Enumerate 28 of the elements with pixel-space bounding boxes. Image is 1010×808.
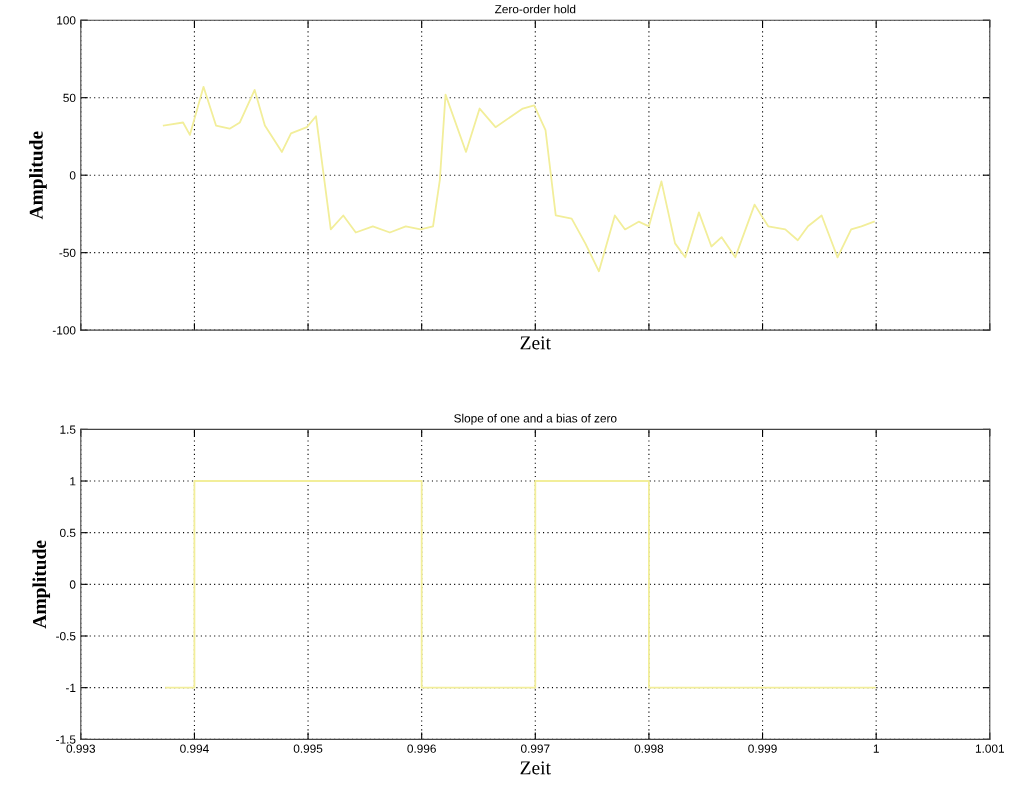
y-tick-label: 100 [57,16,76,25]
x-tick-label: 0.995 [293,744,323,753]
x-axis-title: Zeit [520,761,551,775]
x-axis-title: Zeit [520,336,551,350]
y-tick-label: -100 [52,326,76,335]
x-tick-label: 0.998 [634,744,664,753]
y-tick-label: 0 [69,171,76,180]
x-tick-label: 0.996 [407,744,436,753]
chart-title: Zero-order hold [495,4,576,14]
y-axis-title: Amplitude [32,540,51,629]
y-tick-label: -50 [59,248,76,258]
chart-title: Slope of one and a bias of zero [454,413,617,425]
x-tick-label: 1.001 [975,744,1004,753]
x-tick-label: 0.994 [180,744,209,753]
y-tick-label: 0.5 [59,528,76,538]
x-tick-label: 1 [873,744,879,753]
y-axis-title: Amplitude [29,131,47,220]
x-tick-label: 0.993 [66,744,96,753]
line-series [162,85,875,273]
y-tick-label: -0.5 [56,632,76,641]
y-tick-label: -1 [65,683,76,692]
y-tick-label: 1.5 [60,425,76,434]
x-tick-label: 0.997 [520,744,550,753]
y-tick-label: 50 [63,93,76,103]
y-tick-label: -1.5 [56,735,76,744]
y-tick-label: 1 [70,477,76,486]
y-tick-label: 0 [69,580,76,589]
x-tick-label: 0.999 [748,744,777,753]
